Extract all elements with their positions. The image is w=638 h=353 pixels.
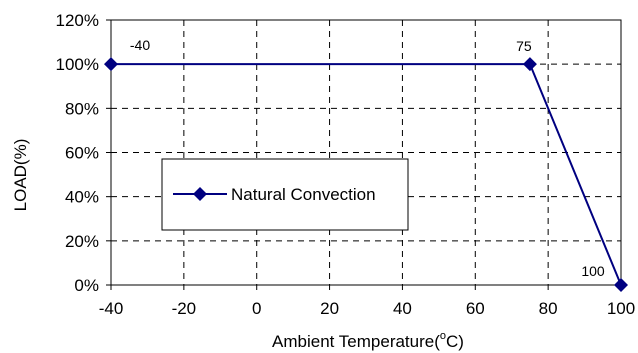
y-tick-label: 80%: [65, 99, 99, 118]
data-point: [522, 57, 537, 72]
legend-label: Natural Convection: [231, 185, 376, 204]
grid-lines: [111, 20, 621, 285]
x-tick-label: 0: [252, 299, 261, 318]
x-axis-title: Ambient Temperature(oC): [272, 330, 464, 351]
x-tick-label: -40: [99, 299, 124, 318]
y-tick-label: 0%: [74, 276, 99, 295]
y-tick-label: 120%: [56, 11, 99, 30]
legend: Natural Convection: [161, 158, 409, 231]
x-axis-title-text: Ambient Temperature(: [272, 332, 440, 351]
x-axis-title-degree: o: [440, 330, 446, 342]
x-tick-label: -20: [172, 299, 197, 318]
y-tick-label: 60%: [65, 144, 99, 163]
data-point: [104, 57, 118, 72]
y-axis-title: LOAD(%): [11, 139, 30, 212]
x-tick-label: 20: [320, 299, 339, 318]
data-point: [614, 278, 628, 292]
data-label: 100: [581, 263, 605, 279]
x-axis-ticks: -40 -20 0 20 40 60 80 100: [99, 285, 635, 318]
series-layer: [104, 57, 628, 292]
data-label: 75: [516, 38, 532, 54]
legend-marker: [193, 187, 207, 201]
y-axis-ticks: 0% 20% 40% 60% 80% 100% 120%: [56, 11, 111, 295]
x-axis-title-unit: C): [446, 332, 464, 351]
x-tick-label: 40: [393, 299, 412, 318]
y-tick-label: 100%: [56, 55, 99, 74]
legend-box: [161, 158, 409, 231]
y-tick-label: 40%: [65, 188, 99, 207]
annotations: -40 75 100: [130, 37, 605, 279]
data-label: -40: [130, 37, 150, 53]
x-tick-label: 60: [466, 299, 485, 318]
x-tick-label: 100: [607, 299, 635, 318]
x-tick-label: 80: [539, 299, 558, 318]
y-tick-label: 20%: [65, 232, 99, 251]
